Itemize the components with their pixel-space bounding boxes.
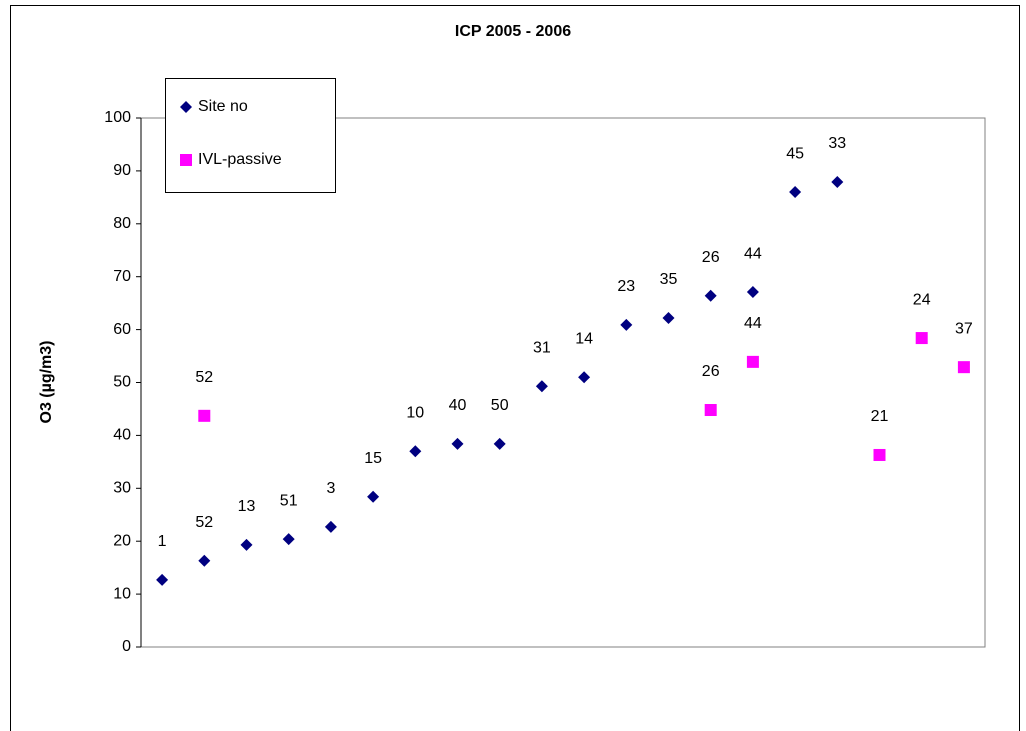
point bbox=[451, 437, 464, 450]
point bbox=[915, 332, 928, 345]
point bbox=[198, 554, 211, 567]
y-tick-label: 30 bbox=[113, 480, 131, 497]
point bbox=[746, 286, 759, 299]
y-axis-label: O3 (µg/m3) bbox=[38, 340, 55, 423]
point bbox=[662, 311, 675, 324]
legend-label: Site no bbox=[198, 98, 248, 115]
data-label: 21 bbox=[871, 408, 889, 425]
point bbox=[578, 371, 591, 384]
point bbox=[746, 355, 759, 368]
point bbox=[156, 573, 169, 586]
data-label: 44 bbox=[744, 245, 762, 262]
data-label: 31 bbox=[533, 339, 551, 356]
y-tick-label: 70 bbox=[113, 268, 131, 285]
point bbox=[704, 404, 717, 417]
data-label: 33 bbox=[828, 135, 846, 152]
data-label: 24 bbox=[913, 291, 931, 308]
y-tick-label: 100 bbox=[104, 109, 131, 126]
point bbox=[957, 361, 970, 374]
y-tick-label: 80 bbox=[113, 215, 131, 232]
point bbox=[409, 445, 422, 458]
data-label: 14 bbox=[575, 330, 593, 347]
data-label: 51 bbox=[280, 492, 298, 509]
data-label: 52 bbox=[195, 369, 213, 386]
legend-marker bbox=[180, 154, 192, 166]
data-label: 40 bbox=[449, 397, 467, 414]
point bbox=[831, 176, 844, 189]
data-label: 10 bbox=[406, 404, 424, 421]
legend-marker bbox=[180, 101, 192, 113]
y-tick-label: 50 bbox=[113, 374, 131, 391]
point bbox=[535, 380, 548, 393]
data-label: 35 bbox=[660, 271, 678, 288]
y-tick-label: 20 bbox=[113, 532, 131, 549]
data-label: 52 bbox=[195, 514, 213, 531]
point bbox=[240, 538, 253, 551]
point bbox=[704, 289, 717, 302]
y-tick-label: 0 bbox=[122, 638, 131, 655]
point bbox=[789, 186, 802, 199]
point bbox=[620, 318, 633, 331]
legend-label: IVL-passive bbox=[198, 151, 282, 168]
point bbox=[873, 448, 886, 461]
y-tick-label: 90 bbox=[113, 162, 131, 179]
point bbox=[367, 490, 380, 503]
data-label: 44 bbox=[744, 315, 762, 332]
data-label: 23 bbox=[617, 278, 635, 295]
data-label: 50 bbox=[491, 397, 509, 414]
y-tick-label: 10 bbox=[113, 585, 131, 602]
y-tick-label: 60 bbox=[113, 321, 131, 338]
point bbox=[282, 533, 295, 546]
point bbox=[324, 520, 337, 533]
y-tick-label: 40 bbox=[113, 427, 131, 444]
chart-title: ICP 2005 - 2006 bbox=[455, 23, 571, 40]
data-label: 13 bbox=[238, 498, 256, 515]
data-label: 37 bbox=[955, 320, 973, 337]
data-label: 26 bbox=[702, 363, 720, 380]
data-label: 26 bbox=[702, 249, 720, 266]
data-label: 1 bbox=[158, 533, 167, 550]
legend bbox=[165, 78, 336, 193]
plot-area bbox=[140, 117, 986, 648]
data-label: 15 bbox=[364, 450, 382, 467]
point bbox=[198, 409, 211, 422]
data-label: 45 bbox=[786, 145, 804, 162]
point bbox=[493, 437, 506, 450]
data-label: 3 bbox=[326, 480, 335, 497]
